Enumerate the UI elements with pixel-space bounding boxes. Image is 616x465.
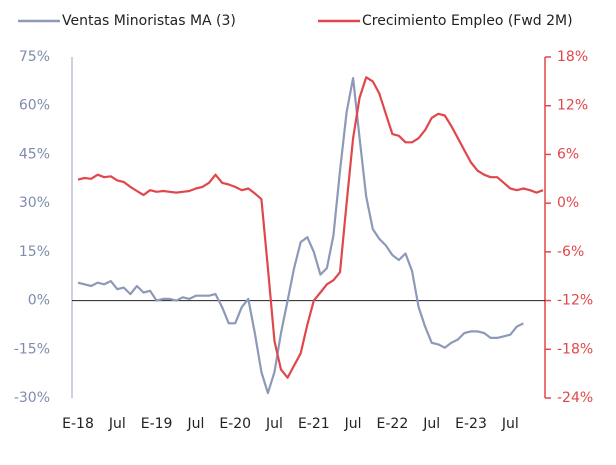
legend-label: Crecimiento Empleo (Fwd 2M) xyxy=(362,13,573,29)
x-tick-label: E-18 xyxy=(62,416,94,432)
y-tick-label: 15% xyxy=(19,244,50,260)
y-tick-label: 75% xyxy=(19,49,50,65)
y-tick-label: -15% xyxy=(14,341,50,357)
x-tick-label: Jul xyxy=(265,416,283,432)
y2-tick-label: 6% xyxy=(557,146,579,162)
y2-tick-label: -12% xyxy=(557,293,593,309)
x-tick-label: E-20 xyxy=(219,416,251,432)
y2-tick-label: 18% xyxy=(557,49,588,65)
x-tick-label: E-22 xyxy=(377,416,409,432)
x-tick-label: Jul xyxy=(344,416,362,432)
x-tick-label: Jul xyxy=(422,416,440,432)
x-tick-label: E-23 xyxy=(455,416,487,432)
x-tick-label: Jul xyxy=(186,416,204,432)
legend-label: Ventas Minoristas MA (3) xyxy=(62,13,236,29)
x-tick-label: Jul xyxy=(108,416,126,432)
y-tick-label: 30% xyxy=(19,195,50,211)
x-tick-label: Jul xyxy=(501,416,519,432)
y2-tick-label: 0% xyxy=(557,195,579,211)
series-line xyxy=(77,77,524,395)
y2-tick-label: 12% xyxy=(557,98,588,114)
series-line xyxy=(77,76,544,379)
x-tick-label: E-21 xyxy=(298,416,330,432)
y2-tick-label: -18% xyxy=(557,341,593,357)
y-tick-label: -30% xyxy=(14,390,50,406)
x-tick-label: E-19 xyxy=(141,416,173,432)
y-tick-label: 60% xyxy=(19,98,50,114)
y2-tick-label: -24% xyxy=(557,390,593,406)
y-tick-label: 0% xyxy=(28,293,50,309)
y2-tick-label: -6% xyxy=(557,244,584,260)
y-tick-label: 45% xyxy=(19,146,50,162)
